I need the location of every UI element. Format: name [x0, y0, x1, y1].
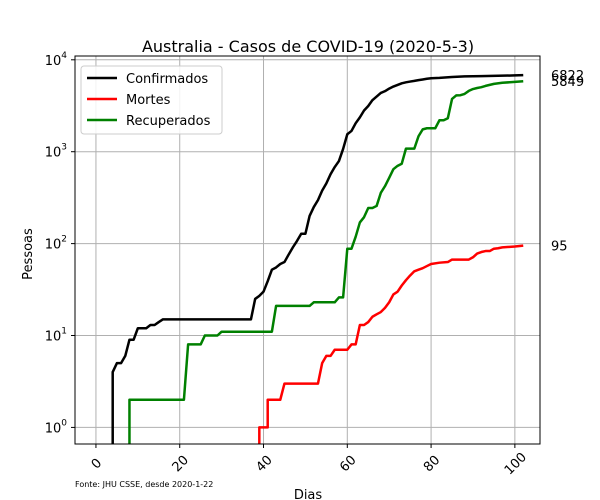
legend: Confirmados Mortes Recuperados — [80, 65, 223, 135]
x-tick-label: 100 — [502, 450, 530, 478]
end-labels: 6822 95 5849 — [551, 69, 584, 255]
end-label-confirmados: 6822 — [551, 69, 584, 84]
x-tick-label: 60 — [337, 453, 359, 475]
series-line-confirmados — [111, 73, 524, 444]
x-tick-label: 20 — [170, 453, 192, 475]
y-tick-label: 101 — [45, 327, 67, 345]
x-tick-label: 80 — [421, 453, 443, 475]
y-tick-label: 102 — [45, 235, 67, 253]
series-line-mortes — [258, 244, 524, 444]
y-tick-label: 104 — [45, 51, 68, 69]
source-note: Fonte: JHU CSSE, desde 2020-1-22 — [75, 480, 213, 489]
y-axis: 100 101 102 103 104 — [45, 51, 75, 436]
end-label-recuperados: 5849 — [551, 75, 584, 90]
x-axis: 0 20 40 60 80 100 — [89, 444, 530, 478]
legend-label-recuperados: Recuperados — [126, 114, 211, 129]
legend-box — [80, 65, 223, 135]
plot-frame — [74, 55, 541, 445]
x-tick-label: 40 — [253, 453, 275, 475]
series-layer — [111, 73, 524, 444]
series-line-recuperados — [128, 79, 524, 444]
x-tick-label: 0 — [89, 456, 105, 472]
legend-label-mortes: Mortes — [126, 93, 171, 108]
y-tick-label: 100 — [45, 418, 68, 436]
legend-label-confirmados: Confirmados — [126, 72, 208, 87]
end-label-mortes: 95 — [551, 240, 568, 255]
x-axis-label: Dias — [294, 488, 323, 500]
y-tick-label: 103 — [45, 143, 67, 161]
chart-title: Australia - Casos de COVID-19 (2020-5-3) — [142, 37, 474, 56]
y-axis-label: Pessoas — [21, 228, 36, 280]
